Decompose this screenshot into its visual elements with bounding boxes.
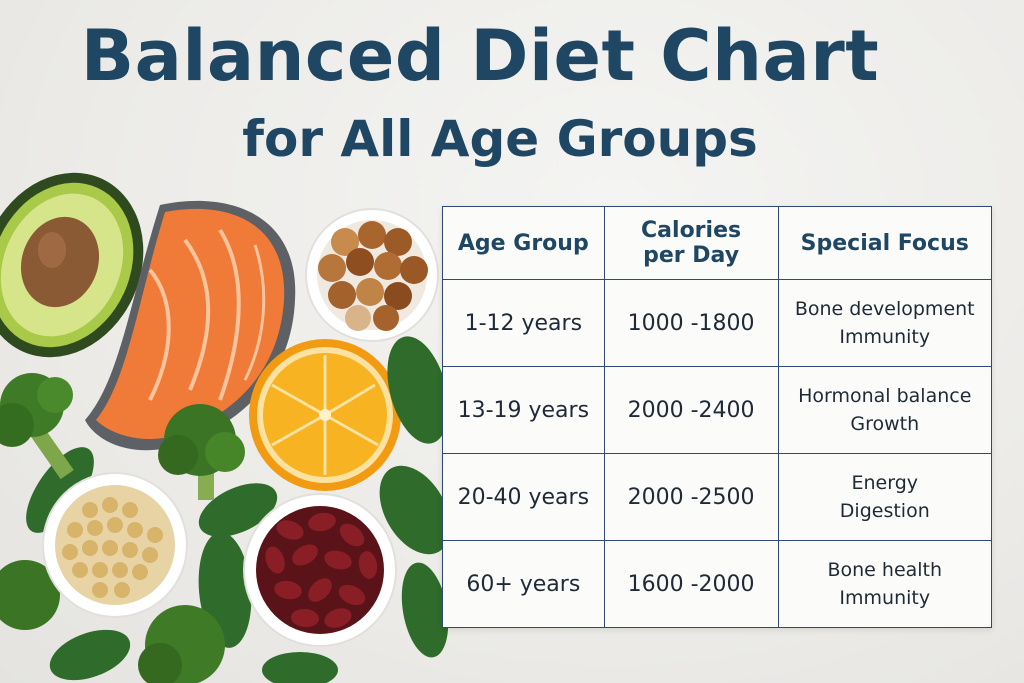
focus-line: Hormonal balance — [798, 384, 972, 407]
table-row: 60+ years 1600 -2000 Bone health Immunit… — [442, 540, 993, 628]
focus-cell: Energy Digestion — [777, 453, 993, 541]
header-special-focus: Special Focus — [777, 206, 993, 280]
chickpea-bowl-illustration — [42, 472, 188, 618]
header-age-group: Age Group — [442, 206, 605, 280]
focus-cell: Bone development Immunity — [777, 279, 993, 367]
table-header-row: Age Group Calories per Day Special Focus — [442, 206, 993, 280]
focus-line: Bone health — [827, 558, 943, 581]
table-row: 13-19 years 2000 -2400 Hormonal balance … — [442, 366, 993, 454]
kidney-bean-bowl-illustration — [243, 493, 397, 647]
calories-cell: 1000 -1800 — [603, 279, 779, 367]
avocado-illustration — [0, 172, 144, 358]
hazelnut-bowl-illustration — [305, 208, 439, 342]
calories-cell: 2000 -2500 — [603, 453, 779, 541]
focus-cell: Bone health Immunity — [777, 540, 993, 628]
focus-line: Digestion — [839, 500, 930, 522]
age-cell: 60+ years — [442, 540, 605, 628]
food-illustration — [0, 172, 451, 683]
focus-line: Bone development — [794, 297, 975, 320]
focus-line: Immunity — [839, 326, 931, 348]
table-row: 20-40 years 2000 -2500 Energy Digestion — [442, 453, 993, 541]
focus-cell: Hormonal balance Growth — [777, 366, 993, 454]
page-subtitle: for All Age Groups — [242, 110, 758, 168]
table-row: 1-12 years 1000 -1800 Bone development I… — [442, 279, 993, 367]
calories-cell: 1600 -2000 — [603, 540, 779, 628]
orange-illustration — [249, 339, 401, 491]
age-cell: 20-40 years — [442, 453, 605, 541]
age-cell: 13-19 years — [442, 366, 605, 454]
spinach-leaves-illustration — [26, 336, 451, 683]
diet-table: Age Group Calories per Day Special Focus… — [442, 206, 993, 628]
salmon-illustration — [85, 200, 296, 451]
header-calories: Calories per Day — [603, 206, 779, 280]
header-calories-line1: Calories — [641, 218, 742, 243]
header-calories-line2: per Day — [643, 243, 740, 268]
age-cell: 1-12 years — [442, 279, 605, 367]
page-title: Balanced Diet Chart — [80, 15, 880, 97]
focus-line: Immunity — [839, 587, 931, 609]
focus-line: Energy — [851, 471, 919, 494]
calories-cell: 2000 -2400 — [603, 366, 779, 454]
broccoli-illustration — [0, 373, 245, 683]
focus-line: Growth — [850, 413, 920, 435]
